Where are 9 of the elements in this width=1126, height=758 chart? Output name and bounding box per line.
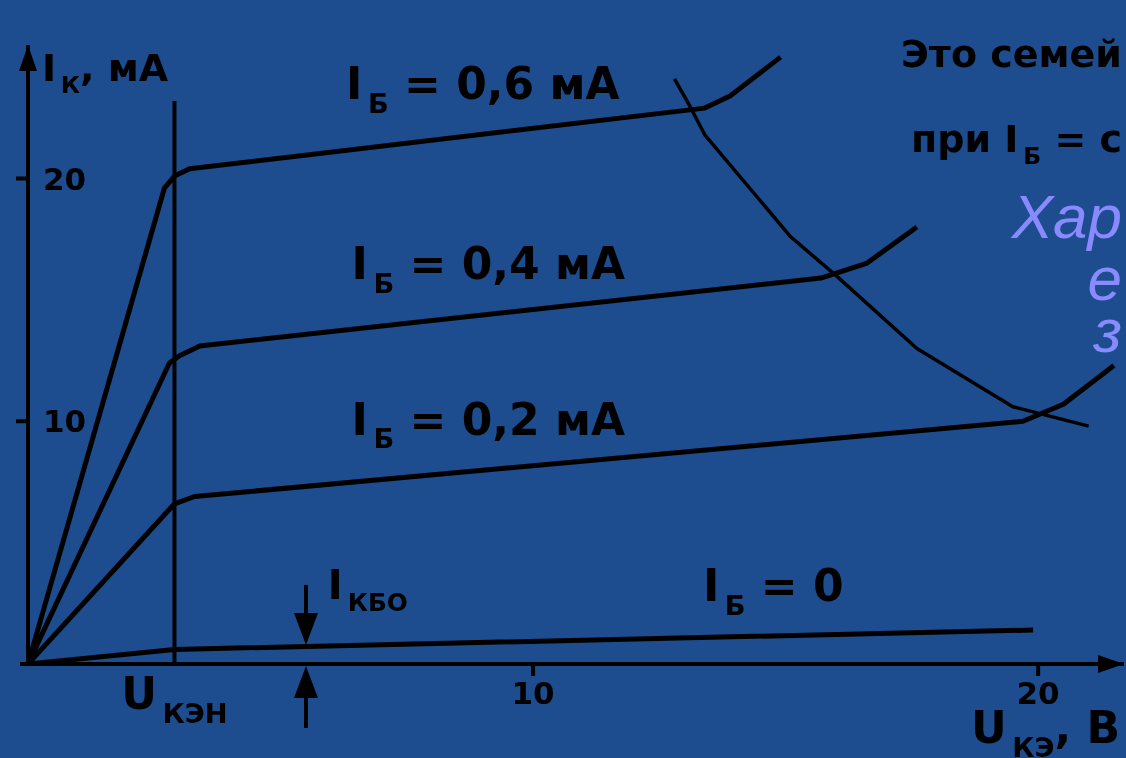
- annotation: при I$_{Б}$ = с: [911, 117, 1122, 170]
- series-label: I$_{Б}$ = 0,4 мА: [351, 238, 626, 300]
- annotation: Это семей: [900, 32, 1122, 76]
- annotation: I$_{КБО}$: [327, 562, 408, 618]
- series-label: I$_{Б}$ = 0,6 мА: [346, 58, 620, 119]
- y-axis-title: I$_{К}$, мА: [42, 46, 169, 99]
- series-label: I$_{Б}$ = 0: [702, 559, 844, 621]
- ref-line-label: U$_{КЭН}$: [121, 668, 228, 729]
- series-label: I$_{Б}$ = 0,2 мА: [351, 393, 626, 455]
